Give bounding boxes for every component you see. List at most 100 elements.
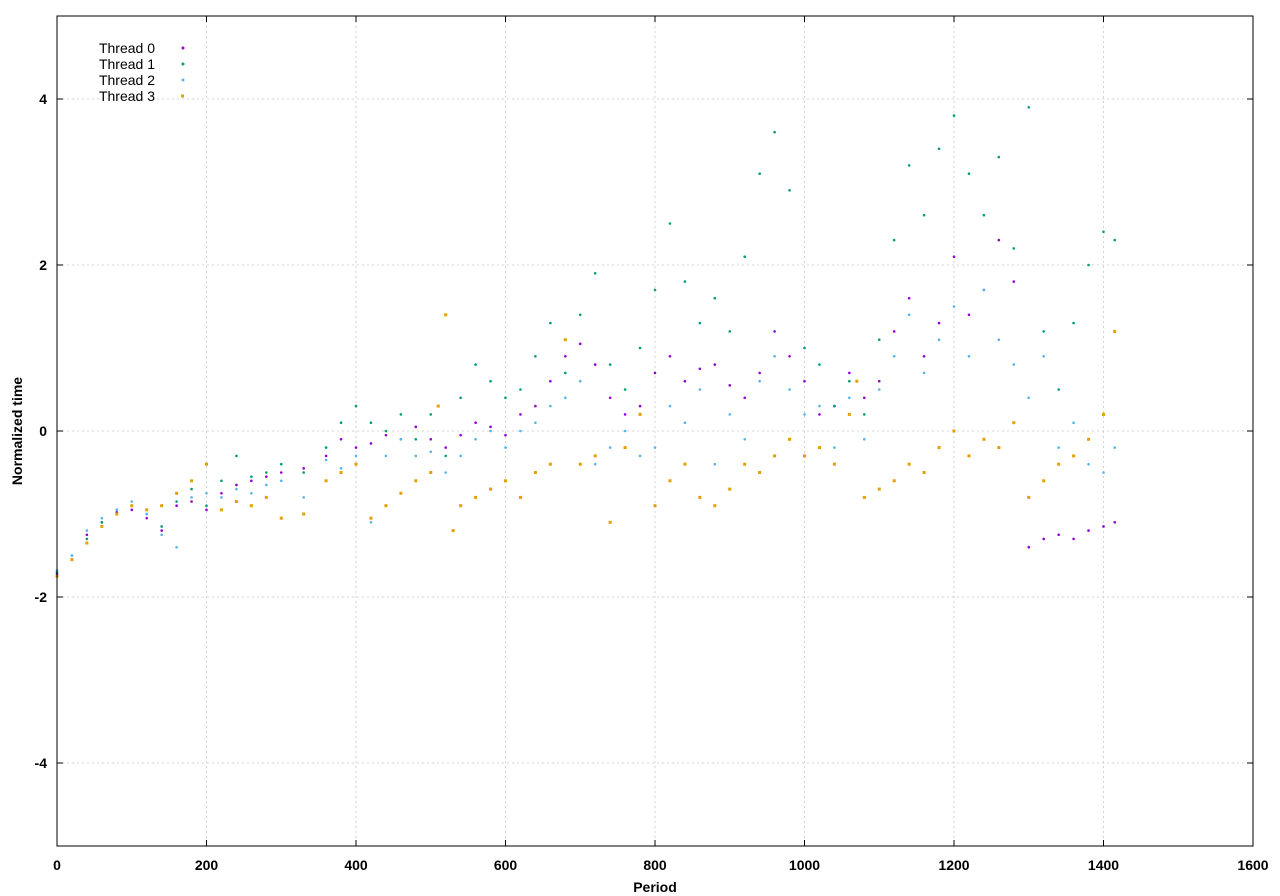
series-0-points [55, 238, 1117, 576]
data-point [855, 379, 859, 383]
data-point [459, 504, 463, 508]
x-axis-title: Period [633, 879, 677, 895]
y-tick-label: 4 [39, 91, 47, 107]
data-point [384, 433, 388, 437]
x-tick-label: 1000 [789, 857, 820, 873]
series-3-points [55, 313, 1117, 578]
data-point [100, 516, 104, 520]
data-points [55, 106, 1117, 578]
data-point [1102, 525, 1105, 528]
axis-ticks [56, 16, 1254, 846]
data-point [249, 504, 253, 508]
y-tick-labels: -4 -2 0 2 4 [35, 91, 48, 771]
data-point [1072, 537, 1075, 541]
data-point [907, 462, 911, 466]
data-point [534, 404, 537, 408]
data-point [100, 524, 104, 528]
data-point [608, 396, 612, 400]
data-point [354, 404, 358, 408]
data-point [564, 355, 567, 358]
data-point [145, 512, 148, 516]
data-point [1102, 412, 1105, 416]
data-point [713, 504, 717, 508]
data-point [339, 421, 343, 425]
data-point [429, 438, 433, 441]
data-point [1057, 533, 1060, 537]
data-point [578, 379, 582, 383]
data-point [1072, 321, 1075, 325]
data-point [369, 521, 373, 524]
data-point [817, 446, 821, 450]
data-point [190, 500, 193, 503]
data-point [892, 330, 896, 333]
data-point [279, 462, 283, 466]
data-point [1057, 446, 1060, 449]
data-point [414, 438, 418, 441]
data-point [638, 454, 642, 458]
data-point [698, 495, 702, 499]
data-point [788, 388, 791, 391]
data-point [593, 272, 597, 275]
x-tick-label: 1200 [938, 857, 969, 873]
data-point [265, 483, 268, 487]
data-point [713, 462, 717, 466]
data-point [758, 371, 761, 375]
data-point [863, 438, 866, 441]
data-point [339, 471, 343, 474]
data-point [70, 554, 74, 557]
data-point [892, 479, 896, 483]
data-point [115, 512, 119, 516]
data-point [907, 164, 911, 167]
data-point [743, 438, 746, 441]
data-point [728, 330, 732, 333]
data-point [847, 412, 851, 416]
data-point [773, 130, 776, 134]
data-point [922, 355, 926, 358]
data-point [683, 462, 687, 466]
data-point [803, 454, 806, 458]
data-point [518, 495, 522, 499]
data-point [593, 454, 597, 458]
y-tick-label: -2 [35, 589, 48, 605]
data-point [444, 313, 448, 317]
data-point [264, 495, 268, 499]
data-point [414, 454, 418, 458]
data-point [235, 483, 238, 487]
data-point [683, 379, 687, 383]
legend-label: Thread 2 [99, 72, 155, 88]
data-point [788, 355, 791, 358]
data-point [1087, 263, 1090, 267]
data-point [1027, 545, 1031, 549]
data-point [803, 413, 806, 416]
data-point [803, 346, 806, 350]
data-point [429, 471, 433, 474]
data-point [848, 379, 851, 383]
data-point [713, 296, 717, 300]
data-point [414, 425, 418, 429]
data-point [698, 367, 702, 371]
data-point [803, 379, 806, 383]
legend-marker [181, 62, 185, 66]
data-point [564, 371, 567, 375]
data-point [429, 413, 433, 416]
data-point [848, 371, 851, 375]
data-point [758, 379, 761, 383]
data-point [1057, 388, 1060, 391]
data-point [451, 529, 455, 533]
data-point [997, 338, 1001, 342]
data-point [220, 496, 223, 499]
data-point [399, 491, 403, 495]
data-point [623, 388, 627, 391]
data-point [728, 413, 732, 416]
data-point [474, 363, 477, 366]
data-point [549, 404, 552, 408]
data-point [863, 413, 866, 416]
data-point [1042, 537, 1045, 541]
data-point [952, 114, 956, 117]
data-point [608, 446, 612, 449]
data-point [653, 371, 657, 375]
data-point [833, 404, 836, 408]
data-point [653, 288, 657, 292]
data-point [773, 330, 776, 333]
